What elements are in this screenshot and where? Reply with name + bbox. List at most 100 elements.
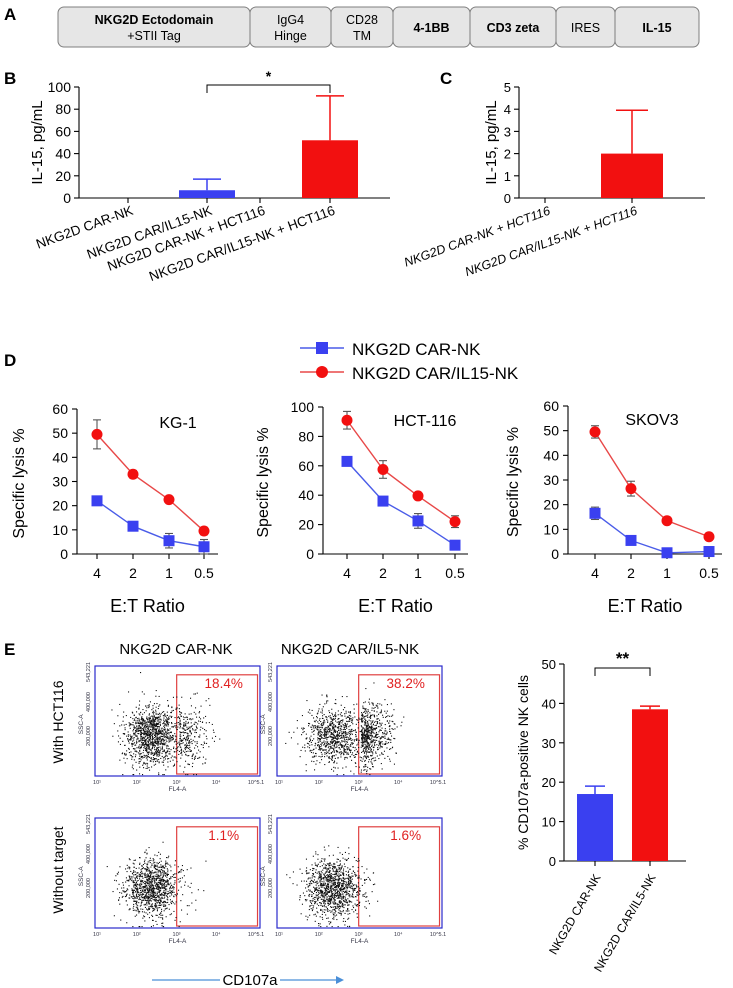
flow-x-tick-label: 10³ [355,932,363,938]
flow-y-tick-label: 200,000 [268,878,274,898]
data-point-car-nk [412,515,424,527]
cd107a-positive-gate [176,674,259,775]
cd107a-axis-arrow [152,976,344,984]
flow-y-tick-label: 400,000 [268,692,274,712]
flow-y-tick-label: 400,000 [86,692,92,712]
flow-y-tick-label: 200,000 [268,726,274,746]
y-tick-label: 20 [542,775,556,790]
flow-y-axis-title: SSC-A [78,714,85,735]
flow-x-tick-label: 10¹ [275,932,283,938]
flow-x-tick-label: 10³ [173,932,181,938]
flow-y-tick-label: 543,221 [86,662,92,682]
legend-label-car-nk: NKG2D CAR-NK [352,340,481,359]
data-point-car-il15-nk [703,531,715,543]
x-tick-label: 2 [379,565,387,581]
y-tick-label: 0 [549,854,556,869]
flow-x-tick-label: 10⁴ [212,931,221,938]
flow-y-axis-title: SSC-A [260,866,267,887]
y-tick-label: 10 [52,522,68,538]
flow-row-label-without-target: Without target [50,826,66,913]
flow-y-tick-label: 400,000 [86,844,92,864]
construct-label-0: NKG2D Ectodomain [95,13,214,27]
category-label-0: NKG2D CAR-NK [546,872,603,958]
flow-x-axis-title: FL4-A [169,786,187,793]
flow-y-tick-label: 543,221 [268,662,274,682]
construct-diagram: NKG2D Ectodomain +STII Tag IgG4 Hinge CD28 TM… [57,6,700,48]
construct-sublabel-1: Hinge [274,29,307,43]
y-tick-label: 80 [55,101,71,117]
gate-percentage: 38.2% [387,676,425,691]
y-tick-label: 40 [543,447,559,463]
construct-label-2: CD28 [346,13,378,27]
flow-events [106,841,207,928]
construct-label-5: IRES [571,21,600,35]
x-tick-label: 4 [343,565,351,581]
data-point-car-il15-nk [127,468,139,480]
flow-y-axis-title: SSC-A [78,866,85,887]
y-tick-label: 60 [543,398,559,414]
flow-events [111,672,221,776]
y-tick-label: 30 [542,736,556,751]
flow-x-axis-title: FL4-A [169,938,187,945]
significance-bracket [594,667,651,676]
flow-x-tick-label: 10³ [355,780,363,786]
y-tick-label: 40 [542,696,556,711]
y-tick-label: 60 [52,401,68,417]
flow-x-tick-label: 10² [315,780,323,786]
flow-plot-frame [276,665,443,777]
flow-x-tick-label: 10¹ [93,932,101,938]
flow-x-axis-title: FL4-A [351,786,369,793]
bar-0 [577,794,613,861]
flow-x-tick-label: 10² [133,932,141,938]
x-tick-label: 4 [591,565,599,581]
data-point-car-il15-nk [377,463,389,475]
y-tick-label: 20 [55,168,71,184]
panel-title: KG-1 [159,415,196,432]
flow-x-axis-title: FL4-A [351,938,369,945]
y-tick-label: 3 [504,124,511,139]
y-tick-label: 0 [63,190,71,206]
data-point-car-nk [163,535,175,547]
construct-label-3: 4-1BB [413,21,449,35]
flow-x-tick-label: 10^5.1 [430,780,446,786]
category-label-0: NKG2D CAR-NK + HCT116 [402,204,552,270]
lysis-panel-skov3: 0 10 20 30 40 50 60 4 2 1 0.5 E:T Ratio Specific lys… [505,398,722,616]
cd107a-positive-gate [176,826,259,927]
flow-x-tick-label: 10^5.1 [248,780,264,786]
flow-x-tick-label: 10³ [173,780,181,786]
y-tick-label: 30 [543,472,559,488]
data-point-car-nk [661,547,673,559]
x-axis-label: E:T Ratio [110,596,185,616]
category-label-1: NKG2D CAR/IL5-NK [591,872,658,975]
data-point-car-nk [127,520,139,532]
construct-label-1: IgG4 [277,13,304,27]
flow-events [286,845,379,928]
panel-label-d: D [4,351,16,370]
y-tick-label: 20 [543,497,559,513]
data-point-car-il15-nk [163,494,175,506]
construct-sublabel-0: +STII Tag [127,29,181,43]
data-point-car-nk [91,495,103,507]
flow-x-tick-label: 10^5.1 [248,932,264,938]
y-tick-label: 30 [52,474,68,490]
series-line-0 [594,512,710,554]
flow-col-title-car-il5-nk: NKG2D CAR/IL5-NK [281,641,419,658]
x-tick-label: 0.5 [445,565,465,581]
flow-x-tick-label: 10² [133,780,141,786]
y-tick-label: 1 [504,169,511,184]
legend-marker-car-nk [316,342,328,354]
series-line-1 [594,431,710,538]
y-tick-label: 50 [52,425,68,441]
y-tick-label: 40 [55,146,71,162]
y-tick-label: 10 [542,815,556,830]
x-tick-label: 4 [93,565,101,581]
chart-d-legend: NKG2D CAR-NK NKG2D CAR/IL15-NK [300,340,519,383]
flow-row-label-with-hct116: With HCT116 [50,680,66,763]
flow-x-tick-label: 10⁴ [212,779,221,786]
